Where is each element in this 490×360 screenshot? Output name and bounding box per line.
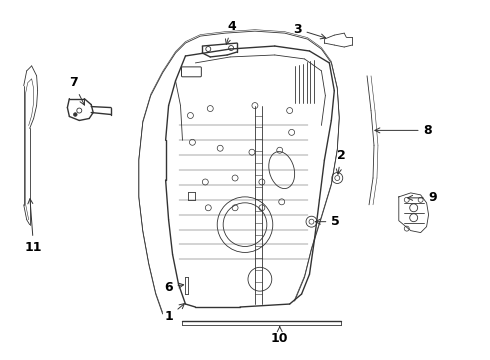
FancyBboxPatch shape — [181, 67, 201, 77]
Text: 11: 11 — [25, 199, 43, 254]
Text: 5: 5 — [316, 215, 340, 228]
Text: 6: 6 — [164, 281, 184, 294]
Text: 2: 2 — [336, 149, 345, 174]
Text: 4: 4 — [225, 20, 237, 44]
Text: 8: 8 — [375, 124, 432, 137]
Text: 1: 1 — [164, 303, 185, 323]
Text: 10: 10 — [271, 327, 289, 345]
Text: 9: 9 — [408, 192, 437, 204]
Circle shape — [74, 113, 77, 116]
Text: 7: 7 — [69, 76, 84, 105]
Text: 3: 3 — [293, 23, 326, 39]
